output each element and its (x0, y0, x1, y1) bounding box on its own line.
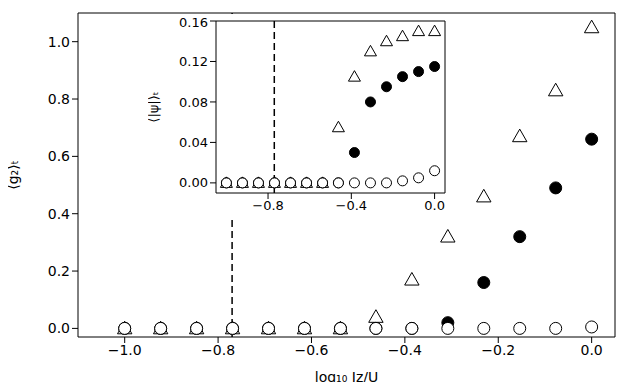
svg-text:−0.2: −0.2 (481, 342, 515, 358)
svg-text:−1.0: −1.0 (108, 342, 142, 358)
svg-text:0.04: 0.04 (179, 135, 208, 150)
svg-text:0.6: 0.6 (48, 148, 70, 164)
svg-text:0.08: 0.08 (179, 95, 208, 110)
svg-text:−0.8: −0.8 (201, 342, 235, 358)
svg-text:−0.4: −0.4 (336, 198, 368, 213)
svg-text:0.12: 0.12 (179, 54, 208, 69)
svg-text:0.2: 0.2 (48, 263, 70, 279)
svg-text:0.8: 0.8 (48, 91, 70, 107)
svg-text:⟨g₂⟩ₜ: ⟨g₂⟩ₜ (8, 160, 21, 190)
svg-text:0.4: 0.4 (48, 206, 70, 222)
svg-text:0.0: 0.0 (424, 198, 445, 213)
svg-text:0.00: 0.00 (179, 175, 208, 190)
svg-text:0.0: 0.0 (48, 320, 70, 336)
svg-text:0.16: 0.16 (179, 15, 208, 30)
svg-text:log₁₀ Jz/U: log₁₀ Jz/U (315, 369, 378, 382)
svg-text:−0.4: −0.4 (388, 342, 422, 358)
svg-text:−0.8: −0.8 (252, 198, 284, 213)
svg-text:0.0: 0.0 (581, 342, 603, 358)
svg-text:1.0: 1.0 (48, 34, 70, 50)
svg-text:⟨|ψ|⟩ₜ: ⟨|ψ|⟩ₜ (148, 91, 161, 122)
svg-text:−0.6: −0.6 (294, 342, 328, 358)
